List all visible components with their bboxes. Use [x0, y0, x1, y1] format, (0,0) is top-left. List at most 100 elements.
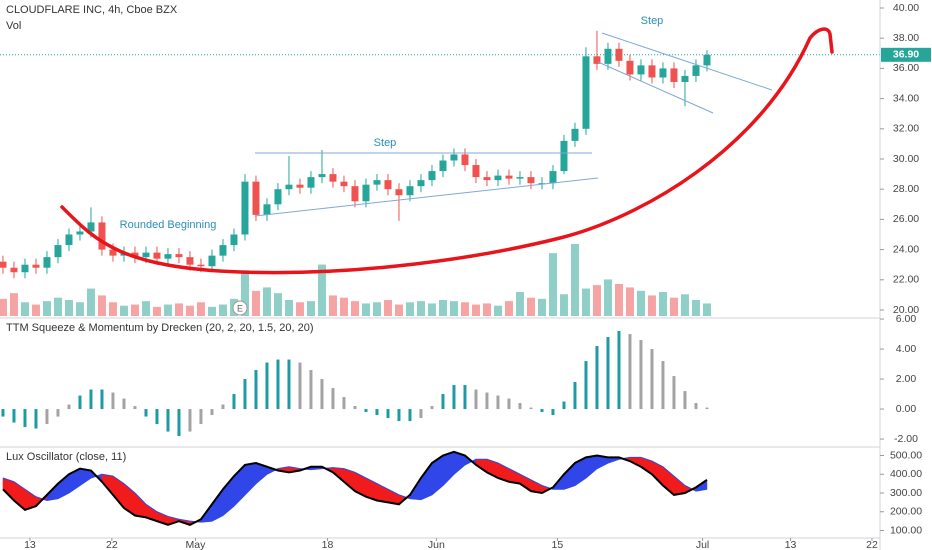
momentum-bar: [210, 409, 214, 416]
candle-body: [175, 254, 183, 258]
y-tick-label: 100.00: [890, 524, 922, 536]
x-tick-label: Jun: [428, 539, 445, 550]
y-tick-label: 4.00: [896, 343, 917, 355]
candle-body: [692, 65, 700, 76]
momentum-bar: [232, 394, 236, 410]
candle-body: [10, 267, 18, 273]
earnings-marker[interactable]: E: [237, 303, 243, 313]
volume-bar: [20, 302, 29, 316]
momentum-bar: [507, 398, 511, 410]
candle-body: [417, 180, 425, 187]
momentum-bar: [221, 404, 225, 410]
chart-title: CLOUDFLARE INC, 4h, Cboe BZX: [6, 4, 178, 16]
candle-body: [186, 257, 194, 265]
volume-bar: [570, 244, 579, 316]
candle-body: [516, 177, 524, 179]
volume-bar: [504, 301, 513, 316]
panel-title: Lux Oscillator (close, 11): [6, 451, 126, 463]
oscillator-line: [2, 450, 708, 526]
momentum-bar: [12, 409, 16, 423]
y-tick-label: 26.00: [893, 213, 919, 225]
candle-body: [329, 174, 337, 182]
momentum-bar: [540, 409, 544, 413]
volume-bar: [9, 293, 18, 316]
volume-bar: [0, 298, 7, 316]
momentum-bar: [155, 409, 159, 425]
plots: [0, 30, 880, 526]
signal-line: [2, 456, 708, 523]
volume-bar: [42, 301, 51, 316]
volume-bar: [196, 302, 205, 316]
candle-body: [219, 245, 227, 256]
volume-bar: [658, 292, 667, 316]
x-tick-label: 13: [785, 539, 797, 550]
volume-bar: [394, 304, 403, 316]
candle-body: [241, 181, 249, 235]
annotation: Rounded Beginning: [120, 219, 217, 231]
momentum-bar: [672, 376, 676, 410]
volume-bar: [383, 300, 392, 316]
volume-bar: [218, 304, 227, 316]
momentum-bar: [397, 409, 401, 422]
candle-body: [648, 65, 656, 78]
candle-body: [373, 180, 381, 185]
momentum-bar: [386, 409, 390, 419]
momentum-bar: [551, 409, 555, 416]
drawn-curve: [60, 27, 834, 275]
candle-body: [109, 249, 117, 256]
volume-bar: [427, 303, 436, 316]
momentum-bar: [34, 409, 38, 429]
last-price-label: 36.90: [893, 49, 919, 61]
volume-label: Vol: [6, 20, 21, 32]
candle-body: [153, 252, 161, 259]
volume-bar: [262, 287, 271, 316]
candle-body: [54, 245, 62, 258]
momentum-bar: [320, 379, 324, 410]
momentum-bar: [353, 406, 357, 410]
y-tick-label: 30.00: [893, 153, 919, 165]
candle-body: [32, 264, 40, 268]
volume-bar: [592, 285, 601, 316]
x-tick-label: 13: [24, 539, 36, 550]
trend-line: [597, 61, 714, 114]
y-tick-label: 2.00: [896, 373, 917, 385]
y-tick-label: 6.00: [896, 313, 917, 325]
momentum-bar: [463, 385, 467, 410]
momentum-bar: [166, 409, 170, 432]
momentum-bar: [100, 389, 104, 410]
y-tick-label: 28.00: [893, 183, 919, 195]
volume-bar: [526, 297, 535, 316]
y-tick-label: 0.00: [896, 403, 917, 415]
momentum-bar: [496, 395, 500, 410]
momentum-bar: [342, 397, 346, 410]
y-tick-label: 400.00: [890, 468, 922, 480]
y-tick-label: -2.00: [894, 433, 918, 445]
momentum-bar: [67, 404, 71, 410]
candle-body: [87, 222, 95, 232]
volume-bar: [31, 304, 40, 316]
volume-bar: [306, 301, 315, 316]
candle-body: [395, 189, 403, 196]
volume-bar: [317, 264, 326, 316]
y-tick-label: 40.00: [893, 2, 919, 14]
candle-body: [252, 181, 260, 215]
candle-body: [472, 165, 480, 178]
last-price-box: [881, 47, 931, 62]
x-tick-label: 22: [866, 539, 878, 550]
momentum-bar: [595, 346, 599, 410]
earnings-icon[interactable]: [232, 300, 248, 316]
candle-body: [582, 56, 590, 129]
momentum-bar: [650, 349, 654, 410]
momentum-bar: [298, 362, 302, 410]
candle-body: [538, 183, 546, 185]
volume-bar: [53, 297, 62, 316]
momentum-bar: [518, 403, 522, 410]
momentum-bar: [276, 359, 280, 410]
volume-bar: [108, 302, 117, 316]
momentum-bar: [705, 407, 709, 410]
candle-body: [230, 234, 238, 246]
momentum-bar: [45, 409, 49, 425]
candle-body: [98, 222, 106, 250]
momentum-bar: [199, 409, 203, 425]
volume-bar: [537, 298, 546, 316]
